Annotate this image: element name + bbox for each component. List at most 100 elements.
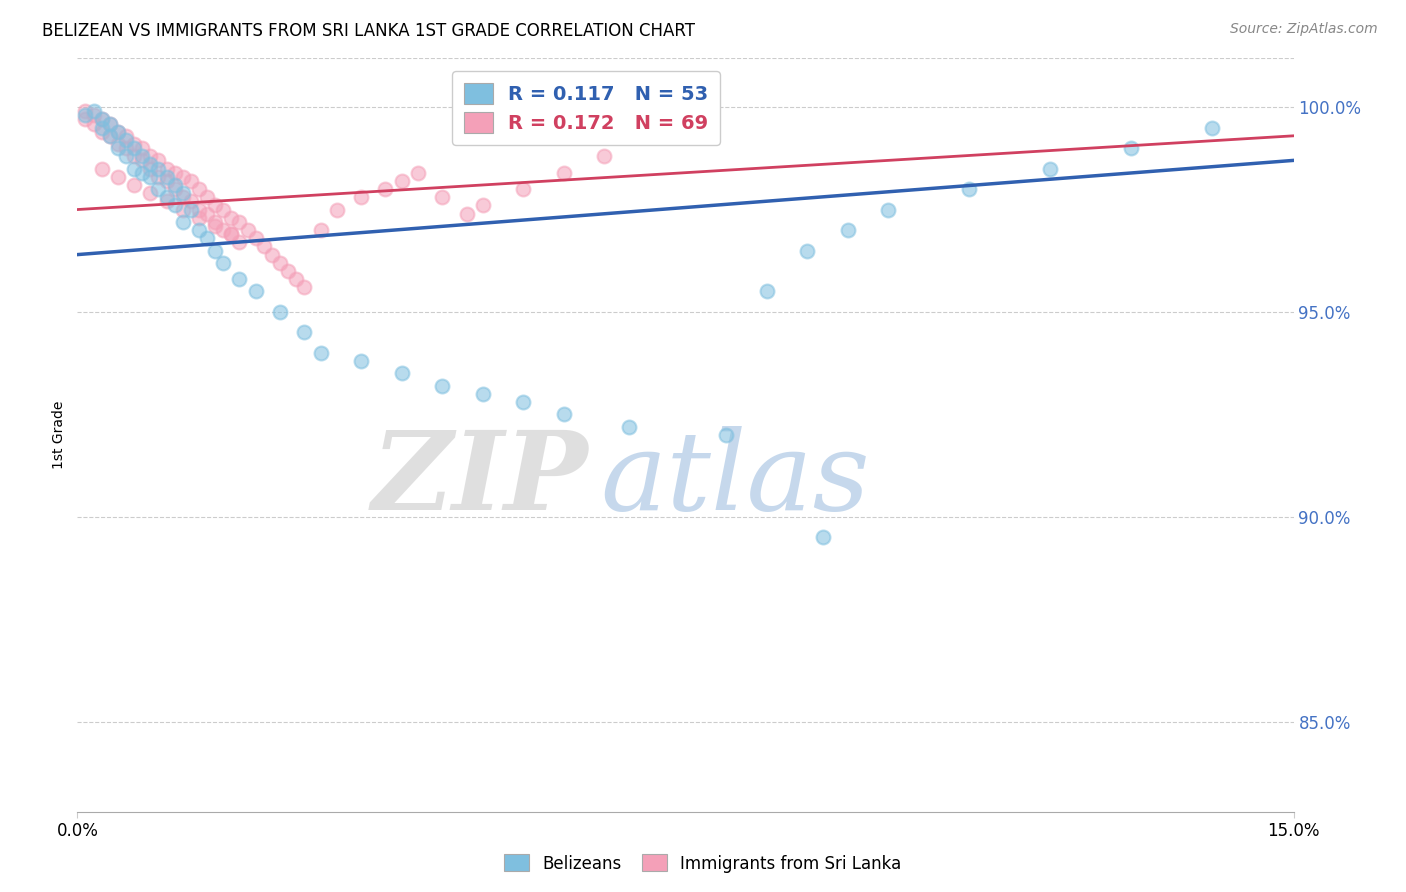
Point <box>180 194 202 209</box>
Point <box>195 190 218 204</box>
Point <box>139 161 162 176</box>
Point <box>221 211 243 225</box>
Point <box>148 182 170 196</box>
Point <box>221 227 243 241</box>
Point <box>204 198 226 212</box>
Point <box>617 419 640 434</box>
Point <box>172 202 194 217</box>
Point <box>755 285 778 299</box>
Point <box>155 161 177 176</box>
Point <box>228 272 250 286</box>
Point <box>83 108 105 122</box>
Point <box>212 223 235 237</box>
Point <box>155 190 177 204</box>
Point <box>309 223 332 237</box>
Point <box>650 104 672 119</box>
Point <box>236 223 259 237</box>
Point <box>269 256 291 270</box>
Point <box>90 161 112 176</box>
Point <box>115 149 138 163</box>
Point <box>75 108 97 122</box>
Point <box>285 272 308 286</box>
Point <box>148 161 170 176</box>
Point <box>813 530 835 544</box>
Point <box>471 198 494 212</box>
Point <box>107 136 129 151</box>
Point <box>188 211 211 225</box>
Point <box>292 280 315 294</box>
Point <box>796 244 818 258</box>
Point <box>212 202 235 217</box>
Point <box>456 207 478 221</box>
Point <box>98 128 121 143</box>
Point <box>172 190 194 204</box>
Point <box>163 198 186 212</box>
Point <box>430 190 453 204</box>
Point <box>75 112 97 127</box>
Point <box>155 194 177 209</box>
Point <box>512 395 534 409</box>
Point <box>139 149 162 163</box>
Point <box>391 367 413 381</box>
Point <box>512 182 534 196</box>
Point <box>90 112 112 127</box>
Text: ZIP: ZIP <box>371 426 588 533</box>
Point <box>430 378 453 392</box>
Point <box>115 133 138 147</box>
Point <box>172 215 194 229</box>
Point <box>374 182 396 196</box>
Point <box>228 235 250 250</box>
Point <box>877 202 900 217</box>
Point <box>148 169 170 184</box>
Point <box>148 153 170 168</box>
Point <box>180 174 202 188</box>
Point <box>115 128 138 143</box>
Point <box>245 231 267 245</box>
Point <box>221 227 243 241</box>
Point <box>350 354 373 368</box>
Point <box>292 326 315 340</box>
Point <box>212 256 235 270</box>
Point <box>90 112 112 127</box>
Point <box>204 244 226 258</box>
Point <box>139 186 162 201</box>
Point <box>488 104 510 119</box>
Point <box>180 202 202 217</box>
Point <box>155 169 177 184</box>
Point <box>163 178 186 192</box>
Point <box>350 190 373 204</box>
Point <box>139 157 162 171</box>
Point <box>90 125 112 139</box>
Point <box>107 125 129 139</box>
Point <box>131 166 153 180</box>
Point <box>188 202 211 217</box>
Y-axis label: 1st Grade: 1st Grade <box>52 401 66 469</box>
Point <box>98 116 121 130</box>
Text: atlas: atlas <box>600 426 870 533</box>
Point <box>253 239 276 253</box>
Point <box>260 247 283 261</box>
Point <box>131 153 153 168</box>
Point <box>122 136 145 151</box>
Point <box>83 116 105 130</box>
Legend: Belizeans, Immigrants from Sri Lanka: Belizeans, Immigrants from Sri Lanka <box>498 847 908 880</box>
Point <box>391 174 413 188</box>
Point <box>172 169 194 184</box>
Point <box>471 387 494 401</box>
Point <box>269 305 291 319</box>
Point <box>553 408 575 422</box>
Point <box>172 186 194 201</box>
Point <box>107 169 129 184</box>
Point <box>155 174 177 188</box>
Point <box>131 141 153 155</box>
Point <box>326 202 349 217</box>
Point <box>1039 161 1062 176</box>
Point <box>83 104 105 119</box>
Point <box>957 182 980 196</box>
Point <box>163 166 186 180</box>
Point <box>277 264 299 278</box>
Point <box>553 166 575 180</box>
Point <box>204 219 226 233</box>
Point <box>195 207 218 221</box>
Legend: R = 0.117   N = 53, R = 0.172   N = 69: R = 0.117 N = 53, R = 0.172 N = 69 <box>451 71 720 145</box>
